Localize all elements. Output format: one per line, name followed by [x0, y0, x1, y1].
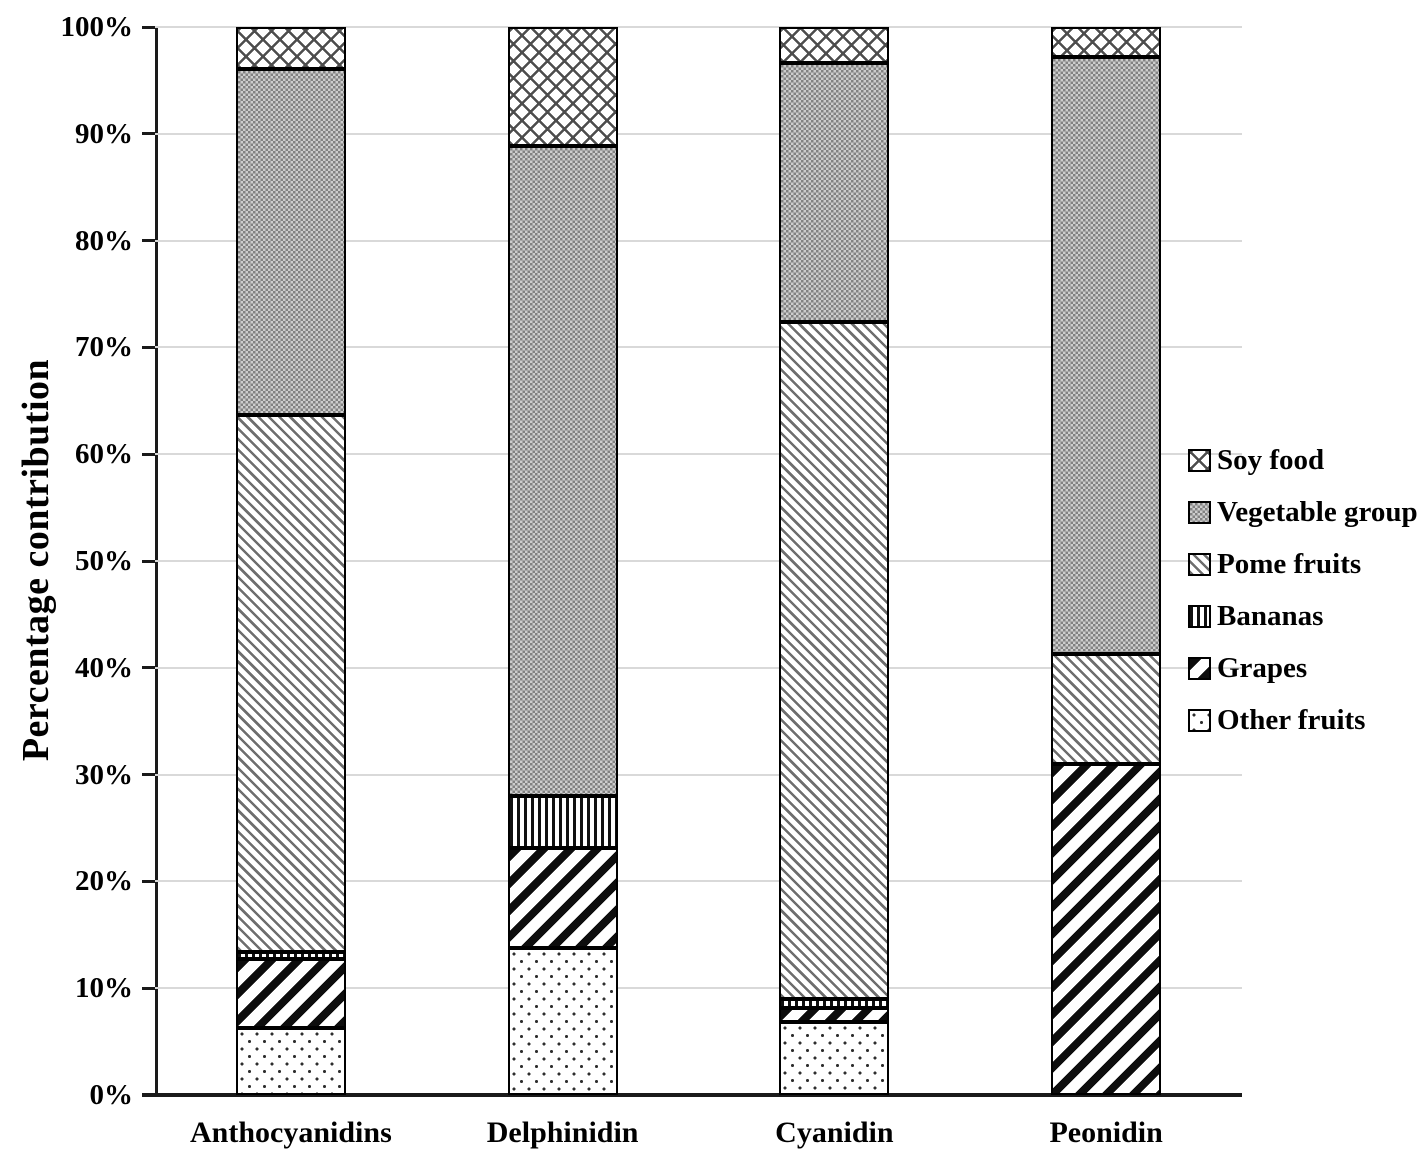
bar-segment-vegetable-group	[1051, 57, 1162, 654]
x-axis-label: Peonidin	[1049, 1116, 1163, 1149]
soy-food-swatch-icon	[1188, 449, 1211, 472]
bar-segment-pome-fruits	[1051, 654, 1162, 764]
pome-fruits-swatch-icon	[1188, 553, 1211, 576]
bar-segment-soy-food	[235, 27, 346, 69]
y-tick-label: 60%	[75, 438, 133, 471]
y-tick-30	[142, 773, 155, 777]
legend-item-bananas: Bananas	[1188, 600, 1418, 632]
other-fruits-swatch-icon	[1188, 709, 1211, 732]
bar-peonidin	[1051, 27, 1162, 1095]
y-tick-40	[142, 666, 155, 670]
legend-label: Grapes	[1217, 652, 1308, 684]
legend-label: Vegetable group	[1217, 496, 1418, 528]
bar-segment-soy-food	[1051, 27, 1162, 57]
gridline-40	[155, 666, 1242, 669]
legend-item-soy-food: Soy food	[1188, 444, 1418, 476]
gridline-60	[155, 453, 1242, 456]
bar-segment-grapes	[1051, 764, 1162, 1095]
vegetable-group-swatch-icon	[1188, 501, 1211, 524]
legend-item-pome-fruits: Pome fruits	[1188, 548, 1418, 580]
bar-segment-bananas	[779, 999, 890, 1008]
y-tick-label: 30%	[75, 758, 133, 791]
legend-label: Pome fruits	[1217, 548, 1362, 580]
y-tick-label: 20%	[75, 865, 133, 898]
y-tick-10	[142, 986, 155, 990]
bar-segment-pome-fruits	[779, 322, 890, 999]
x-axis-label: Delphinidin	[486, 1116, 639, 1149]
y-tick-50	[142, 559, 155, 563]
y-tick-70	[142, 345, 155, 349]
legend-item-grapes: Grapes	[1188, 652, 1418, 684]
gridline-70	[155, 346, 1242, 349]
bar-segment-bananas	[235, 952, 346, 959]
bar-cyanidin	[779, 27, 890, 1095]
bar-segment-grapes	[235, 959, 346, 1028]
grapes-swatch-icon	[1188, 657, 1211, 680]
gridline-90	[155, 132, 1242, 135]
bar-segment-soy-food	[779, 27, 890, 63]
legend-label: Soy food	[1217, 444, 1325, 476]
gridline-10	[155, 987, 1242, 990]
y-tick-label: 50%	[75, 545, 133, 577]
legend-item-vegetable-group: Vegetable group	[1188, 496, 1418, 528]
y-tick-label: 40%	[75, 651, 133, 684]
bar-segment-other-fruits	[507, 948, 618, 1095]
bananas-swatch-icon	[1188, 605, 1211, 628]
bar-segment-other-fruits	[779, 1022, 890, 1095]
y-tick-100	[142, 25, 155, 29]
y-tick-label: 0%	[89, 1079, 134, 1111]
bar-segment-soy-food	[507, 27, 618, 146]
x-axis-line	[142, 1093, 1242, 1097]
y-tick-80	[142, 239, 155, 243]
legend-item-other-fruits: Other fruits	[1188, 704, 1418, 736]
x-axis-label: Anthocyanidins	[190, 1116, 392, 1149]
legend-label: Other fruits	[1217, 704, 1366, 736]
gridline-80	[155, 239, 1242, 242]
y-tick-label: 70%	[75, 331, 133, 364]
y-tick-20	[142, 879, 155, 883]
x-axis-label: Cyanidin	[775, 1116, 894, 1149]
bar-segment-grapes	[507, 848, 618, 948]
bar-segment-other-fruits	[235, 1028, 346, 1095]
gridline-50	[155, 560, 1242, 562]
legend: Soy food Vegetable group Pome fruits Banana…	[1188, 444, 1418, 736]
y-tick-label: 100%	[60, 11, 134, 43]
y-tick-60	[142, 452, 155, 456]
y-tick-90	[142, 132, 155, 136]
bar-segment-vegetable-group	[507, 146, 618, 796]
y-tick-0	[142, 1093, 155, 1097]
plot-area: 0% 10% 20% 30% 40% 50% 60% 70% 80% 90% 100%	[61, 11, 1242, 1111]
bar-segment-bananas	[507, 796, 618, 848]
y-tick-label: 10%	[75, 972, 133, 1005]
gridline-100	[155, 26, 1242, 28]
gridline-30	[155, 773, 1242, 776]
bar-segment-vegetable-group	[779, 63, 890, 322]
y-tick-label: 80%	[75, 224, 133, 257]
bar-segment-grapes	[779, 1008, 890, 1022]
bar-anthocyanidins	[235, 27, 346, 1095]
gridline-20	[155, 880, 1242, 883]
bar-delphinidin	[507, 27, 618, 1095]
y-tick-label: 90%	[75, 117, 133, 150]
bar-segment-vegetable-group	[235, 69, 346, 415]
legend-label: Bananas	[1217, 600, 1324, 632]
bar-segment-pome-fruits	[235, 415, 346, 952]
